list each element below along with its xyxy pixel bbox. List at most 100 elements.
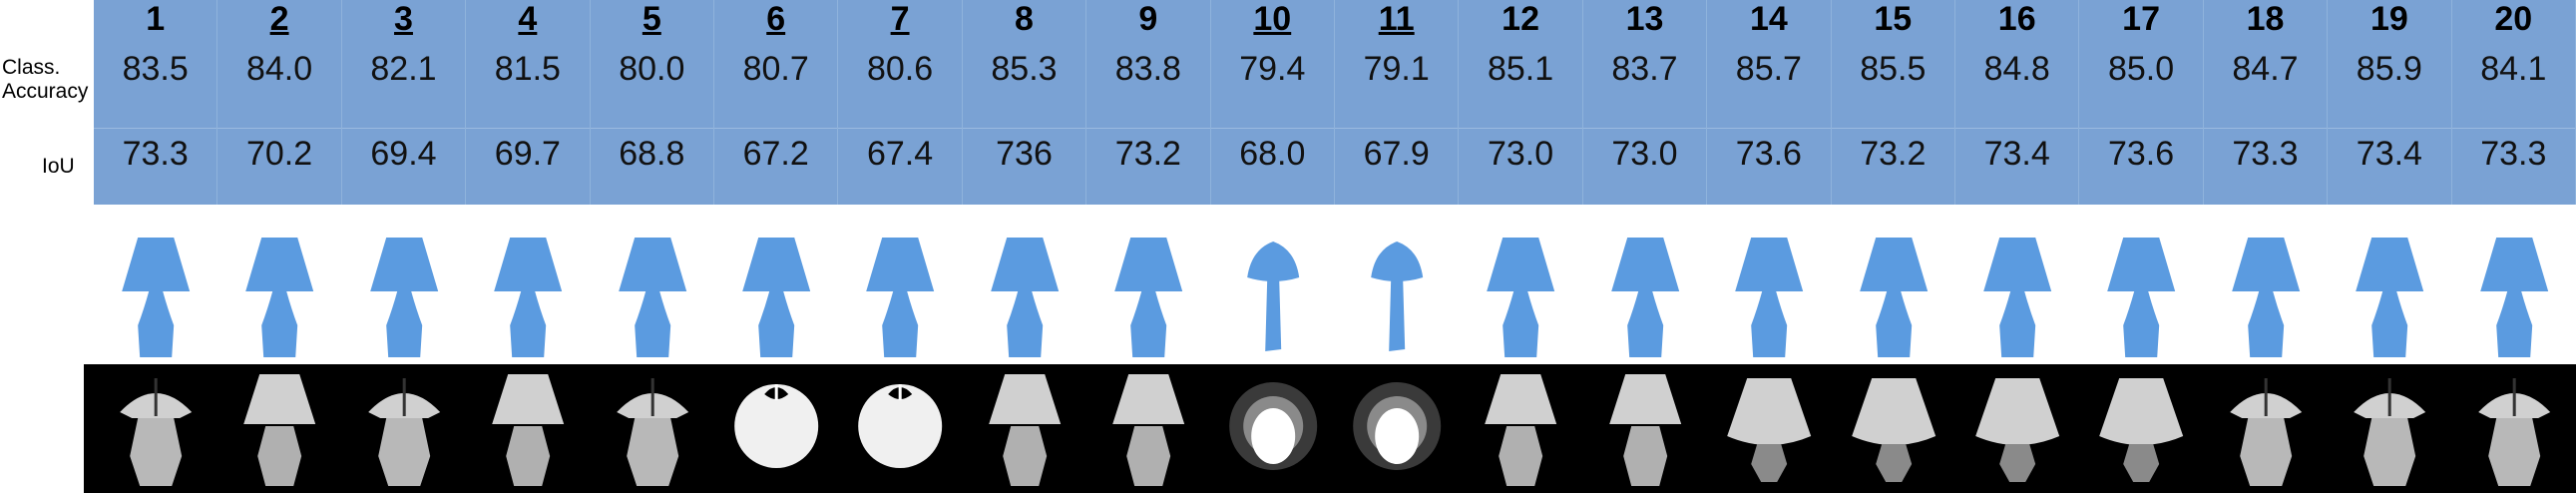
iou-value: 68.8: [619, 135, 685, 173]
accuracy-value: 85.1: [1487, 50, 1554, 88]
iou-value: 73.6: [1735, 135, 1802, 173]
column-header: 11: [1378, 0, 1415, 38]
iou-value: 69.4: [370, 135, 437, 173]
point-cloud-lamp-icon: [94, 230, 217, 364]
accuracy-value: 80.7: [742, 50, 809, 88]
accuracy-value: 83.7: [1611, 50, 1678, 88]
accuracy-value: 80.6: [866, 50, 934, 88]
column-header: 19: [2369, 0, 2408, 38]
accuracy-value: 85.5: [1860, 50, 1927, 88]
lamp-render-icon: [714, 364, 838, 493]
lamp-render-icon: [1955, 364, 2079, 493]
point-cloud-lamp-icon: [714, 230, 838, 364]
accuracy-value: 85.0: [2107, 50, 2175, 88]
lamp-render-icon: [342, 364, 466, 493]
table-column: 8 85.3 736: [963, 0, 1087, 205]
iou-value: 73.4: [1983, 135, 2050, 173]
column-header: 15: [1874, 0, 1913, 38]
column-header: 13: [1625, 0, 1664, 38]
lamp-render-icon: [591, 364, 714, 493]
iou-value: 73.3: [122, 135, 189, 173]
table-column: 6 80.7 67.2: [714, 0, 839, 205]
point-cloud-lamp-icon: [342, 230, 466, 364]
iou-value: 67.4: [866, 135, 934, 173]
point-cloud-lamp-icon: [1955, 230, 2079, 364]
accuracy-value: 82.1: [370, 50, 437, 88]
accuracy-value: 84.8: [1983, 50, 2050, 88]
iou-value: 69.7: [494, 135, 561, 173]
accuracy-value: 79.1: [1363, 50, 1430, 88]
iou-value: 73.2: [1114, 135, 1181, 173]
lamp-render-icon: [1583, 364, 1707, 493]
table-column: 20 84.1 73.3: [2452, 0, 2576, 205]
column-header: 16: [1997, 0, 2036, 38]
column-header: 1: [146, 0, 166, 38]
lamp-render-icon: [466, 364, 590, 493]
lamp-render-icon: [838, 364, 962, 493]
point-cloud-lamp-icon: [963, 230, 1086, 364]
accuracy-value: 83.5: [122, 50, 189, 88]
iou-value: 73.2: [1860, 135, 1927, 173]
table-column: 14 85.7 73.6: [1707, 0, 1832, 205]
table-column: 3 82.1 69.4: [342, 0, 467, 205]
iou-label: IoU: [42, 155, 75, 178]
column-header: 3: [394, 0, 413, 38]
column-header: 2: [269, 0, 289, 38]
column-header: 20: [2494, 0, 2533, 38]
table-column: 19 85.9 73.4: [2328, 0, 2452, 205]
accuracy-value: 84.0: [245, 50, 313, 88]
point-cloud-lamp-icon: [591, 230, 714, 364]
accuracy-value: 84.1: [2480, 50, 2547, 88]
iou-value: 73.0: [1487, 135, 1554, 173]
iou-value: 73.6: [2107, 135, 2175, 173]
column-header: 14: [1749, 0, 1788, 38]
column-header: 9: [1138, 0, 1158, 38]
iou-value: 736: [996, 135, 1053, 173]
lamp-render-icon: [2328, 364, 2451, 493]
iou-value: 73.0: [1611, 135, 1678, 173]
column-header: 10: [1253, 0, 1292, 38]
lamp-render-icon: [963, 364, 1086, 493]
point-cloud-lamp-icon: [2452, 230, 2576, 364]
lamp-render-icon: [2452, 364, 2576, 493]
iou-value: 68.0: [1239, 135, 1306, 173]
iou-value: 67.2: [742, 135, 809, 173]
table-row-divider: [94, 128, 2576, 129]
point-cloud-lamp-icon: [2204, 230, 2328, 364]
accuracy-value: 85.3: [991, 50, 1058, 88]
column-header: 6: [766, 0, 786, 38]
table-column: 16 84.8 73.4: [1955, 0, 2080, 205]
column-header: 5: [642, 0, 661, 38]
lamp-render-icon: [1086, 364, 1210, 493]
point-cloud-lamp-icon: [2328, 230, 2451, 364]
table-column: 5 80.0 68.8: [591, 0, 714, 205]
table-column: 9 83.8 73.2: [1086, 0, 1211, 205]
point-cloud-lamp-icon: [2079, 230, 2203, 364]
point-cloud-lamp-icon: [1832, 230, 1955, 364]
lamp-render-icon: [1832, 364, 1955, 493]
iou-value: 70.2: [245, 135, 313, 173]
iou-value: 67.9: [1363, 135, 1430, 173]
point-cloud-row: [94, 230, 2576, 364]
iou-value: 73.4: [2356, 135, 2422, 173]
table-column: 2 84.0 70.2: [217, 0, 342, 205]
accuracy-value: 79.4: [1239, 50, 1306, 88]
lamp-render-icon: [2204, 364, 2328, 493]
row-labels: Class. Accuracy IoU: [0, 0, 94, 205]
lamp-render-icon: [94, 364, 217, 493]
iou-value: 73.3: [2232, 135, 2299, 173]
accuracy-value: 85.7: [1735, 50, 1802, 88]
accuracy-value: 83.8: [1114, 50, 1181, 88]
table-column: 11 79.1 67.9: [1335, 0, 1460, 205]
lamp-render-icon: [1459, 364, 1582, 493]
table-column: 13 83.7 73.0: [1583, 0, 1708, 205]
point-cloud-lamp-icon: [466, 230, 590, 364]
column-header: 8: [1015, 0, 1034, 38]
point-cloud-lamp-icon: [838, 230, 962, 364]
point-cloud-lamp-icon: [217, 230, 341, 364]
column-header: 18: [2246, 0, 2285, 38]
table-column: 12 85.1 73.0: [1459, 0, 1583, 205]
results-table: 1 83.5 73.3 2 84.0 70.2 3 82.1 69.4 4 81.5 69.7 5 80.…: [94, 0, 2576, 205]
accuracy-value: 80.0: [619, 50, 685, 88]
point-cloud-lamp-icon: [1335, 230, 1459, 364]
